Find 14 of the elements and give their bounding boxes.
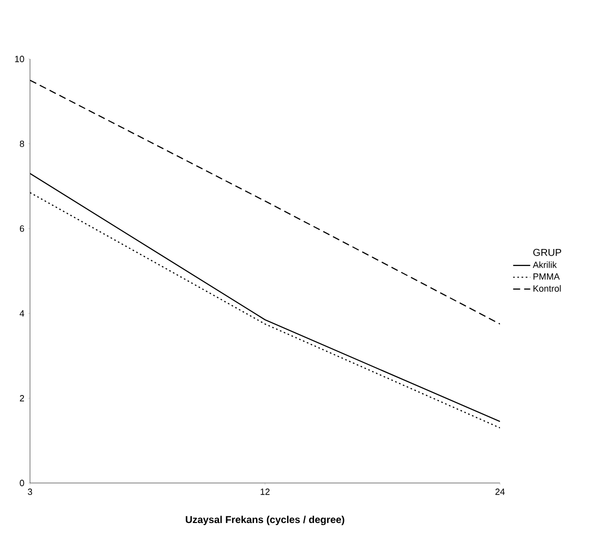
legend-label: Kontrol: [534, 285, 561, 292]
x-tick-label: 3: [28, 488, 32, 495]
y-tick-label: 6: [20, 225, 24, 232]
legend-title: GRUP: [533, 248, 562, 256]
y-tick-label: 4: [20, 310, 24, 316]
legend-label: Akrilik: [532, 261, 557, 268]
legend-label: PMMA: [534, 273, 560, 280]
y-tick-label: 10: [15, 56, 24, 62]
y-tick-label: 0: [20, 480, 24, 486]
x-axis-title: Uzaysal Frekans (cycles / degree): [186, 516, 344, 526]
y-tick-label: 8: [20, 140, 24, 147]
x-tick-label: 12: [260, 488, 270, 495]
y-tick-label: 2: [20, 395, 24, 402]
x-tick-label: 24: [495, 488, 505, 495]
